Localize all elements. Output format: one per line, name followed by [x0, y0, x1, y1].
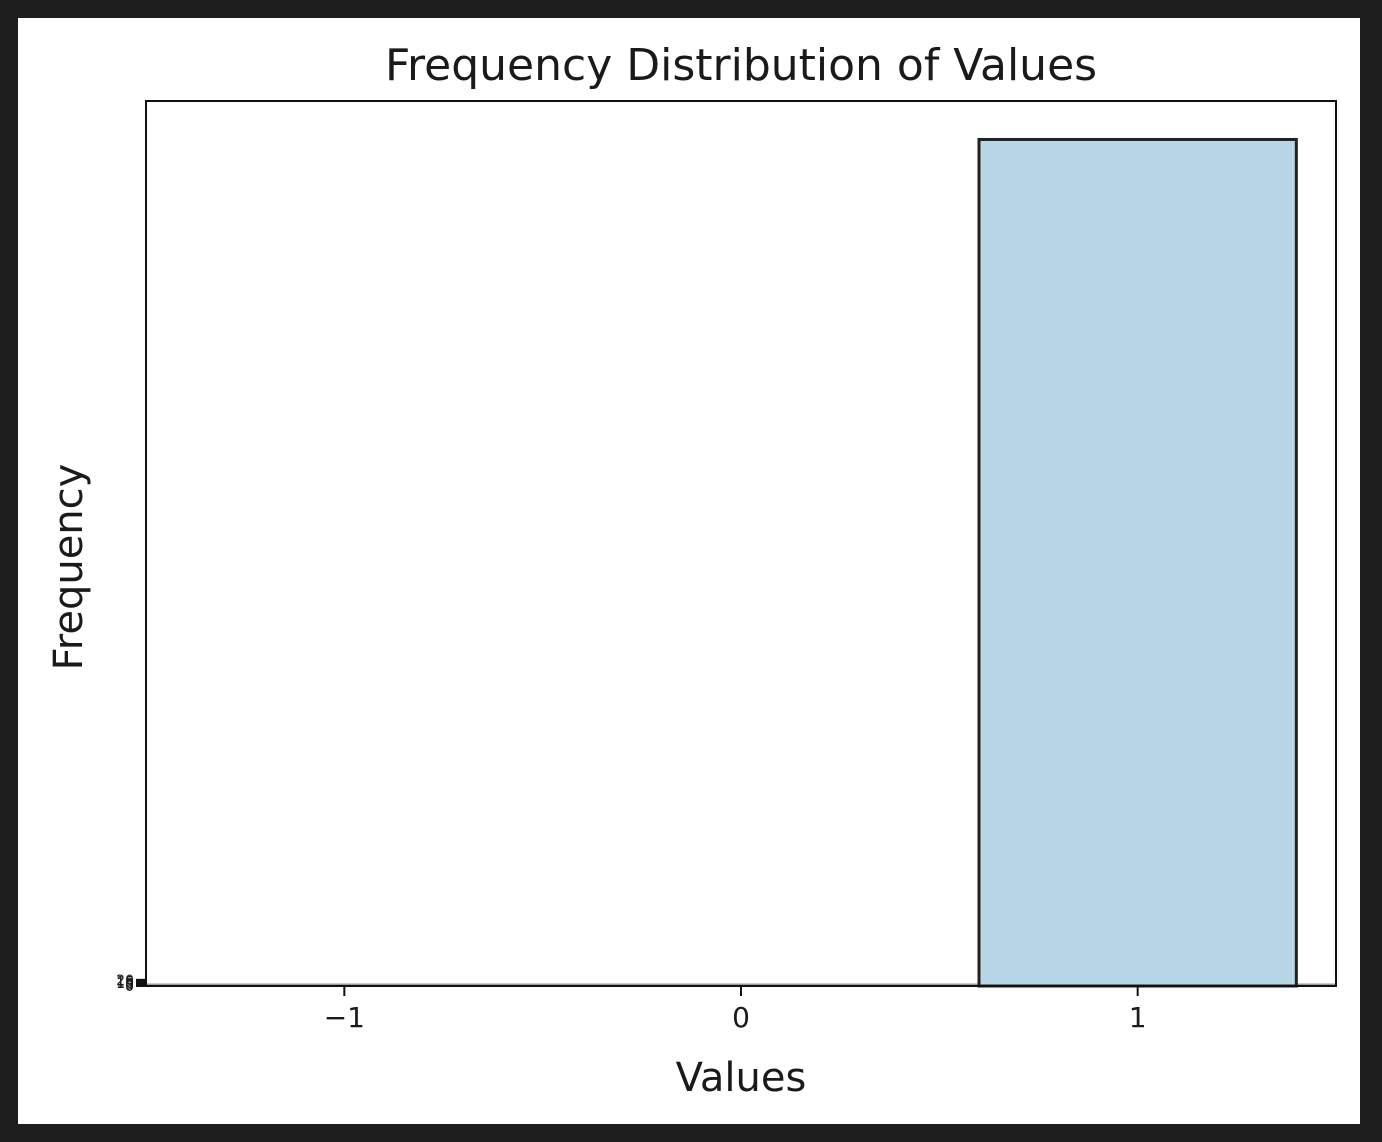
x-axis-ticks: −1 0 1: [324, 986, 1147, 1034]
y-axis-label: Frequency: [46, 464, 92, 671]
y-tick-label: 0: [125, 979, 134, 995]
plot-area: [146, 137, 1336, 988]
y-tick-label: 10: [116, 976, 134, 992]
bar-1: [977, 137, 1298, 988]
x-tick-label: −1: [324, 1001, 365, 1034]
x-tick-label: 1: [1129, 1001, 1147, 1034]
x-tick-label: 0: [732, 1001, 750, 1034]
x-axis-label: Values: [676, 1055, 807, 1101]
y-tick-label: 5: [125, 977, 134, 993]
axes-frame: [145, 100, 1337, 987]
y-tick-label: 15: [116, 974, 134, 990]
bar-chart: Frequency Distribution of Values Values …: [46, 40, 1337, 1101]
chart-title: Frequency Distribution of Values: [385, 40, 1097, 91]
y-tick-label: 20: [116, 973, 134, 989]
chart-figure: Frequency Distribution of Values Values …: [18, 18, 1360, 1124]
